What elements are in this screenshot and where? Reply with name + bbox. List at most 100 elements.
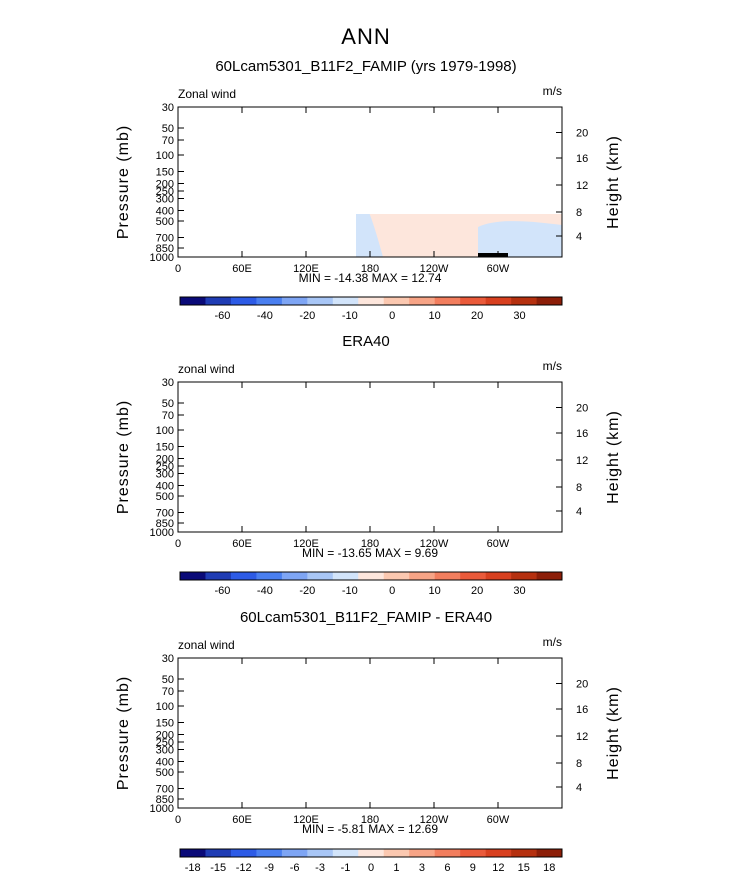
- colorbar-swatch: [332, 572, 359, 580]
- y-tick-label: 1000: [150, 803, 174, 815]
- colorbar-swatch: [332, 297, 359, 305]
- panel-title: 60Lcam5301_B11F2_FAMIP - ERA40: [240, 609, 492, 626]
- y2-axis-label: Height (km): [605, 686, 622, 780]
- contour-region: [303, 135, 423, 148]
- colorbar-swatch: [230, 572, 257, 580]
- y-tick-label: 700: [156, 784, 174, 796]
- y-tick-label: 30: [162, 102, 174, 114]
- y-tick-label: 70: [162, 410, 174, 422]
- x-tick-label: 0: [175, 263, 181, 275]
- colorbar-label: -10: [342, 585, 358, 597]
- colorbar-swatch: [485, 849, 512, 857]
- contour-region: [178, 710, 562, 720]
- terrain-block: [284, 253, 288, 257]
- contour-region: [178, 125, 562, 192]
- contour-region: [178, 382, 562, 532]
- x-tick-label: 180: [361, 538, 379, 550]
- y-tick-label: 500: [156, 767, 174, 779]
- y-tick-label: 150: [156, 167, 174, 179]
- contour-region: [368, 421, 478, 470]
- contour-region: [478, 780, 562, 808]
- colorbar-swatch: [383, 849, 410, 857]
- x-tick-label: 180: [361, 814, 379, 826]
- contour-region: [186, 425, 346, 532]
- y-tick-label: 300: [156, 194, 174, 206]
- y2-tick-label: 12: [576, 731, 588, 743]
- colorbar-label: -40: [257, 310, 273, 322]
- colorbar: -60 -40 -20 -10 0 10 20 30: [179, 296, 563, 322]
- colorbar-swatch: [536, 849, 563, 857]
- colorbar-swatch: [511, 297, 537, 305]
- colorbar-swatch: [383, 297, 410, 305]
- colorbar-swatch: [434, 572, 461, 580]
- colorbar-swatch: [460, 572, 486, 580]
- contour-region: [236, 173, 334, 199]
- y-tick-label: 400: [156, 206, 174, 218]
- colorbar-label: 3: [419, 862, 425, 874]
- terrain-block: [478, 253, 508, 257]
- terrain-block: [210, 251, 220, 257]
- y-tick-label: 50: [162, 123, 174, 135]
- colorbar-swatch: [358, 297, 385, 305]
- colorbar-label: -60: [214, 310, 230, 322]
- panel-units: m/s: [543, 84, 562, 98]
- x-tick-label: 60E: [232, 538, 252, 550]
- y-tick-label: 70: [162, 135, 174, 147]
- panel-units: m/s: [543, 635, 562, 649]
- colorbar-swatch: [307, 297, 334, 305]
- colorbar-label: 12: [492, 862, 504, 874]
- colorbar-label: 30: [513, 585, 525, 597]
- y-axis-label: Pressure (mb): [115, 400, 132, 514]
- y-tick-label: 150: [156, 442, 174, 454]
- y-tick-label: 250: [156, 186, 174, 198]
- colorbar-label: -6: [290, 862, 300, 874]
- y-tick-label: 200: [156, 730, 174, 742]
- colorbar-label: -12: [236, 862, 252, 874]
- colorbar-label: -15: [210, 862, 226, 874]
- contour-region: [226, 507, 278, 532]
- colorbar-label: -60: [214, 585, 230, 597]
- y-tick-label: 50: [162, 674, 174, 686]
- colorbar-swatch: [230, 297, 257, 305]
- contour-region: [178, 115, 562, 125]
- contour-region: [493, 504, 562, 532]
- panel-diff: 60Lcam5301_B11F2_FAMIP - ERA40 zonal wind…: [115, 609, 622, 874]
- y2-tick-label: 8: [576, 758, 582, 770]
- y-tick-label: 1000: [150, 252, 174, 264]
- y-tick-label: 1000: [150, 527, 174, 539]
- colorbar-swatch: [205, 297, 232, 305]
- y2-tick-label: 4: [576, 506, 582, 518]
- y-tick-label: 150: [156, 718, 174, 730]
- contour-region: [498, 428, 562, 468]
- y-tick-label: 250: [156, 737, 174, 749]
- y-tick-label: 850: [156, 518, 174, 530]
- colorbar-swatch: [180, 572, 206, 580]
- y2-axis-label: Height (km): [605, 135, 622, 229]
- x-tick-label: 60W: [487, 814, 510, 826]
- colorbar-label: -20: [299, 585, 315, 597]
- y-axis-label: Pressure (mb): [115, 125, 132, 239]
- x-tick-label: 120W: [420, 538, 449, 550]
- min-max-stats: MIN = -5.81 MAX = 12.69: [302, 822, 438, 836]
- colorbar-swatch: [281, 849, 308, 857]
- colorbar: -60 -40 -20 -10 0 10 20 30: [179, 571, 563, 597]
- x-tick-label: 0: [175, 814, 181, 826]
- contour-region: [486, 720, 518, 775]
- y2-tick-label: 8: [576, 482, 582, 494]
- colorbar-label: 30: [513, 310, 525, 322]
- colorbar-swatch: [256, 297, 283, 305]
- colorbar-label: 10: [429, 585, 441, 597]
- colorbar-label: 15: [518, 862, 530, 874]
- colorbar-label: 0: [368, 862, 374, 874]
- colorbar-swatch: [307, 849, 334, 857]
- colorbar-swatch: [358, 572, 385, 580]
- colorbar-frame: [179, 848, 563, 858]
- panels: 60Lcam5301_B11F2_FAMIP (yrs 1979-1998) Zo…: [115, 58, 622, 874]
- contour-region: [253, 752, 296, 773]
- colorbar-label: 0: [389, 310, 395, 322]
- colorbar-label: -10: [342, 310, 358, 322]
- panel-title: 60Lcam5301_B11F2_FAMIP (yrs 1979-1998): [215, 58, 516, 75]
- colorbar-swatch: [281, 572, 308, 580]
- colorbar-swatch: [485, 297, 512, 305]
